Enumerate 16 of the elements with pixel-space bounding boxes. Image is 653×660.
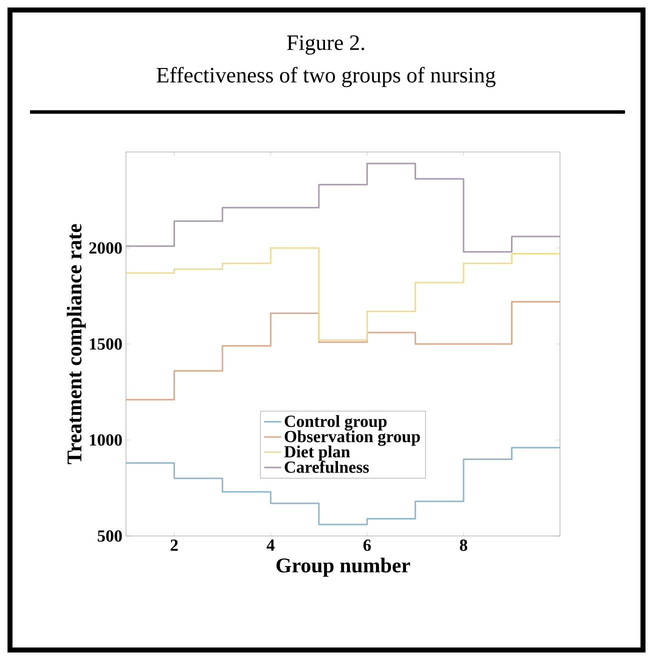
x-axis-title: Group number	[276, 558, 410, 577]
x-tick-label: 2	[170, 540, 178, 551]
chart-subtitle: Effectiveness of two groups of nursing	[156, 66, 496, 88]
y-tick-label: 500	[98, 530, 122, 542]
legend-label: Observation group	[284, 430, 420, 446]
x-tick-label: 8	[460, 540, 468, 551]
y-tick-label: 1000	[90, 434, 122, 446]
y-axis-title: Treatment compliance rate	[66, 224, 86, 464]
x-tick-label: 6	[363, 540, 371, 551]
legend-label: Carefulness	[284, 460, 369, 473]
legend-label: Control group	[284, 415, 387, 431]
y-tick-label: 2000	[89, 242, 122, 254]
x-tick-label: 4	[266, 540, 275, 551]
chart-title: Figure 2.	[287, 35, 364, 55]
y-tick-label: 1500	[90, 338, 122, 350]
legend-label: Diet plan	[284, 446, 350, 461]
